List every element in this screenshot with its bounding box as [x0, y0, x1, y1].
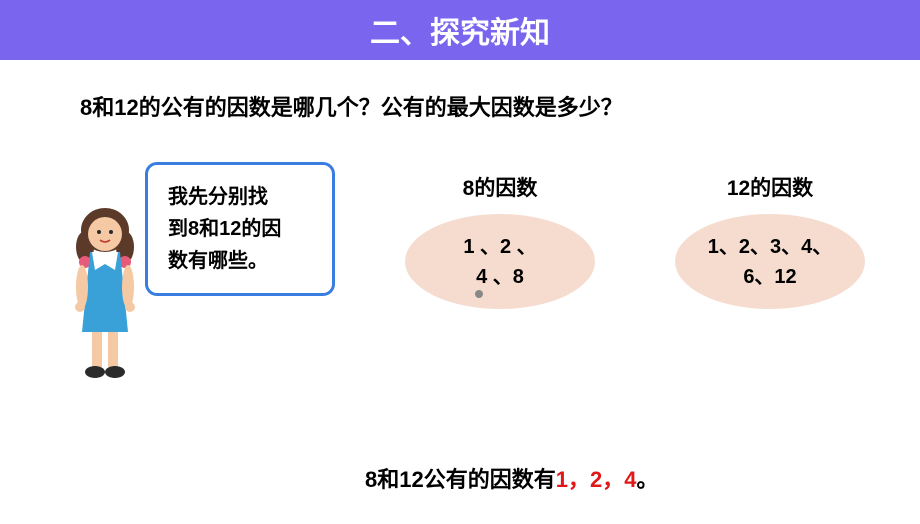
speech-line2: 到8和12的因	[168, 213, 312, 245]
oval-8: 1 、2 、 4 、8	[405, 214, 595, 309]
main-row: 我先分别找 到8和12的因 数有哪些。 8的因数 1 、2 、 4 、8 12的…	[60, 162, 860, 392]
main-question: 8和12的公有的因数是哪几个？公有的最大因数是多少？	[80, 90, 860, 122]
factors-12-line2: 6、12	[708, 262, 833, 292]
answer-values: 1，2，4	[556, 467, 637, 492]
answer-prefix: 8和12公有的因数有	[365, 467, 556, 492]
girl-character	[60, 192, 150, 392]
answer-line: 8和12公有的因数有1，2，4。	[365, 462, 860, 494]
factor-content-12: 1、2、3、4、 6、12	[708, 232, 833, 292]
header-title: 二、探究新知	[370, 8, 550, 52]
answer-suffix: 。	[636, 467, 658, 492]
oval-12: 1、2、3、4、 6、12	[675, 214, 865, 309]
factor-groups: 8的因数 1 、2 、 4 、8 12的因数 1、2、3、4、 6、12	[405, 172, 865, 309]
factor-content-8: 1 、2 、 4 、8	[463, 232, 536, 292]
speech-bubble: 我先分别找 到8和12的因 数有哪些。	[145, 162, 335, 296]
content-area: 8和12的公有的因数是哪几个？公有的最大因数是多少？	[0, 60, 920, 524]
factors-8-line1: 1 、2 、	[463, 232, 536, 262]
speech-line1: 我先分别找	[168, 181, 312, 213]
girl-svg	[60, 192, 150, 392]
factor-group-12: 12的因数 1、2、3、4、 6、12	[675, 172, 865, 309]
left-group: 我先分别找 到8和12的因 数有哪些。	[60, 162, 335, 392]
factors-12-line1: 1、2、3、4、	[708, 232, 833, 262]
factor-label-12: 12的因数	[727, 172, 813, 202]
speech-line3: 数有哪些。	[168, 245, 312, 277]
factor-label-8: 8的因数	[463, 172, 538, 202]
section-header: 二、探究新知	[0, 0, 920, 60]
factors-8-line2: 4 、8	[463, 262, 536, 292]
factor-group-8: 8的因数 1 、2 、 4 、8	[405, 172, 595, 309]
nav-dot	[475, 290, 483, 298]
